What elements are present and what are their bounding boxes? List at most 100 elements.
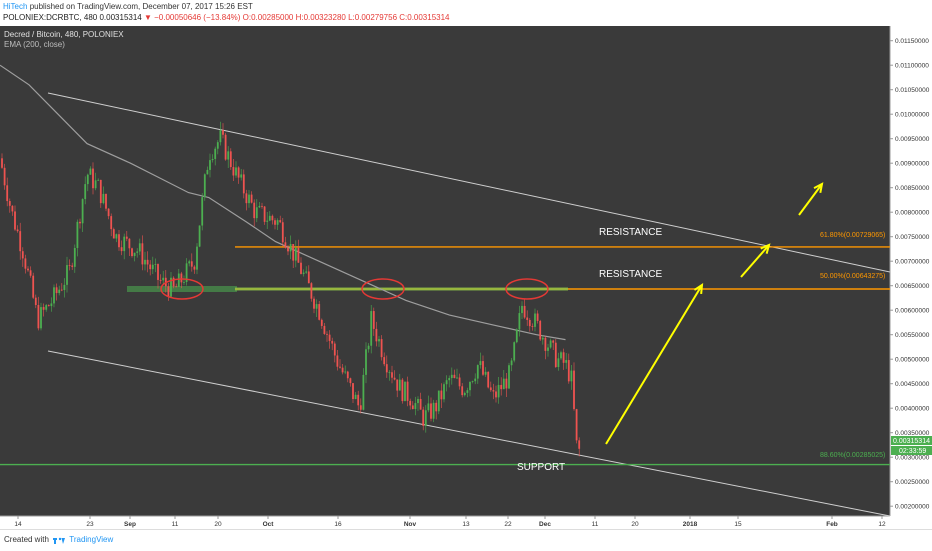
candle-body — [388, 372, 391, 374]
candle-body — [315, 304, 318, 309]
candle-body — [167, 286, 170, 297]
tradingview-logo-icon — [53, 536, 66, 544]
candle-body — [34, 297, 37, 305]
candle-body — [344, 371, 347, 373]
ohlc-text: O:0.00285000 H:0.00323280 L:0.00279756 C… — [242, 13, 450, 22]
candle-body — [245, 193, 248, 204]
candle-body — [422, 409, 425, 426]
candle-body — [541, 337, 544, 340]
last-price-tag-text: 0.00315314 — [893, 438, 930, 445]
candle-body — [523, 305, 526, 318]
ellipse-markers — [160, 278, 549, 300]
candle-body — [66, 265, 68, 285]
candle-body — [349, 378, 352, 384]
candle-body — [489, 387, 492, 391]
candle-body — [305, 271, 308, 273]
candle-body — [354, 394, 357, 400]
candle-body — [170, 277, 172, 297]
candle-body — [154, 264, 157, 265]
candle-body — [409, 400, 412, 406]
candle-body — [359, 405, 362, 410]
candle-body — [554, 342, 557, 368]
candle-body — [86, 174, 89, 185]
x-tick-label: 16 — [334, 521, 342, 528]
candle-body — [430, 403, 432, 419]
candle-body — [203, 174, 206, 198]
x-tick-label: 12 — [878, 521, 886, 528]
candle-body — [404, 381, 406, 402]
x-tick-label: 22 — [504, 521, 512, 528]
candle-body — [531, 326, 534, 327]
candle-body — [521, 305, 523, 314]
candle-body — [141, 243, 144, 265]
fib-500-label: 50.00%(0.00643275) — [820, 273, 885, 280]
candle-body — [427, 403, 430, 411]
candle-body — [240, 174, 243, 178]
tradingview-brand[interactable]: TradingView — [69, 535, 114, 544]
candle-body — [458, 377, 461, 387]
footer: Created with TradingView — [0, 529, 932, 551]
countdown-tag-text: 02:33:59 — [899, 448, 926, 455]
chart-area[interactable]: 0.01150000 0.01100000 0.01050000 0.01000000… — [0, 26, 932, 529]
author-link[interactable]: HiTech — [3, 2, 28, 11]
candle-body — [437, 390, 440, 412]
plot-background — [0, 26, 890, 516]
candle-body — [484, 371, 487, 375]
y-tick-label: 0.00650000 — [895, 283, 930, 290]
arrow-markers — [605, 182, 824, 445]
x-axis-ticks: 14 23 Sep 11 20 Oct 16 Nov 13 22 Dec 11 20 2018 15 Feb 1… — [14, 516, 886, 528]
candle-body — [138, 243, 141, 252]
candle-body — [492, 390, 495, 392]
candle-body — [68, 265, 71, 266]
candle-body — [102, 193, 105, 204]
x-tick-label: Nov — [404, 521, 417, 528]
x-tick-label: 15 — [734, 521, 742, 528]
candle-body — [196, 246, 198, 270]
candle-body — [391, 372, 393, 378]
candle-body — [479, 361, 482, 366]
candle-body — [92, 168, 94, 189]
candle-body — [3, 167, 6, 186]
support-zone-band — [127, 285, 237, 292]
candle-body — [339, 366, 341, 368]
x-tick-label: 23 — [86, 521, 94, 528]
candle-body — [396, 379, 399, 391]
candle-body — [242, 174, 245, 194]
candle-body — [248, 194, 250, 204]
candle-body — [76, 221, 79, 248]
candle-body — [107, 208, 110, 217]
published-text: published on TradingView.com, December 0… — [29, 2, 253, 11]
candle-body — [352, 383, 354, 400]
candle-body — [453, 374, 456, 378]
candle-body — [497, 384, 500, 398]
candle-body — [219, 130, 222, 143]
y-tick-label: 0.00400000 — [895, 406, 930, 413]
candle-body — [411, 405, 414, 410]
candle-body — [336, 355, 339, 367]
candle-body — [45, 305, 48, 310]
candle-body — [14, 211, 16, 230]
ema-line — [0, 64, 566, 341]
candle-body — [578, 440, 581, 449]
y-tick-label: 0.00950000 — [895, 136, 930, 143]
candle-body — [276, 220, 279, 225]
candle-body — [398, 379, 401, 391]
x-tick-label: 13 — [462, 521, 470, 528]
candle-body — [450, 374, 453, 379]
highlight-ellipse — [505, 278, 549, 300]
candle-body — [227, 151, 230, 160]
countdown-tag: 02:33:59 — [891, 446, 932, 455]
candle-body — [528, 319, 531, 327]
candle-body — [1, 158, 3, 168]
candle-body — [274, 220, 276, 225]
candle-body — [445, 380, 448, 385]
candle-body — [237, 167, 240, 178]
candle-body — [279, 220, 282, 223]
price-chart[interactable]: 0.01150000 0.01100000 0.01050000 0.01000000… — [0, 26, 932, 529]
candle-body — [448, 378, 451, 381]
candle-body — [115, 234, 118, 239]
candle-body — [79, 221, 81, 224]
candle-body — [547, 347, 549, 351]
candle-body — [513, 342, 516, 361]
candle-body — [118, 234, 120, 248]
